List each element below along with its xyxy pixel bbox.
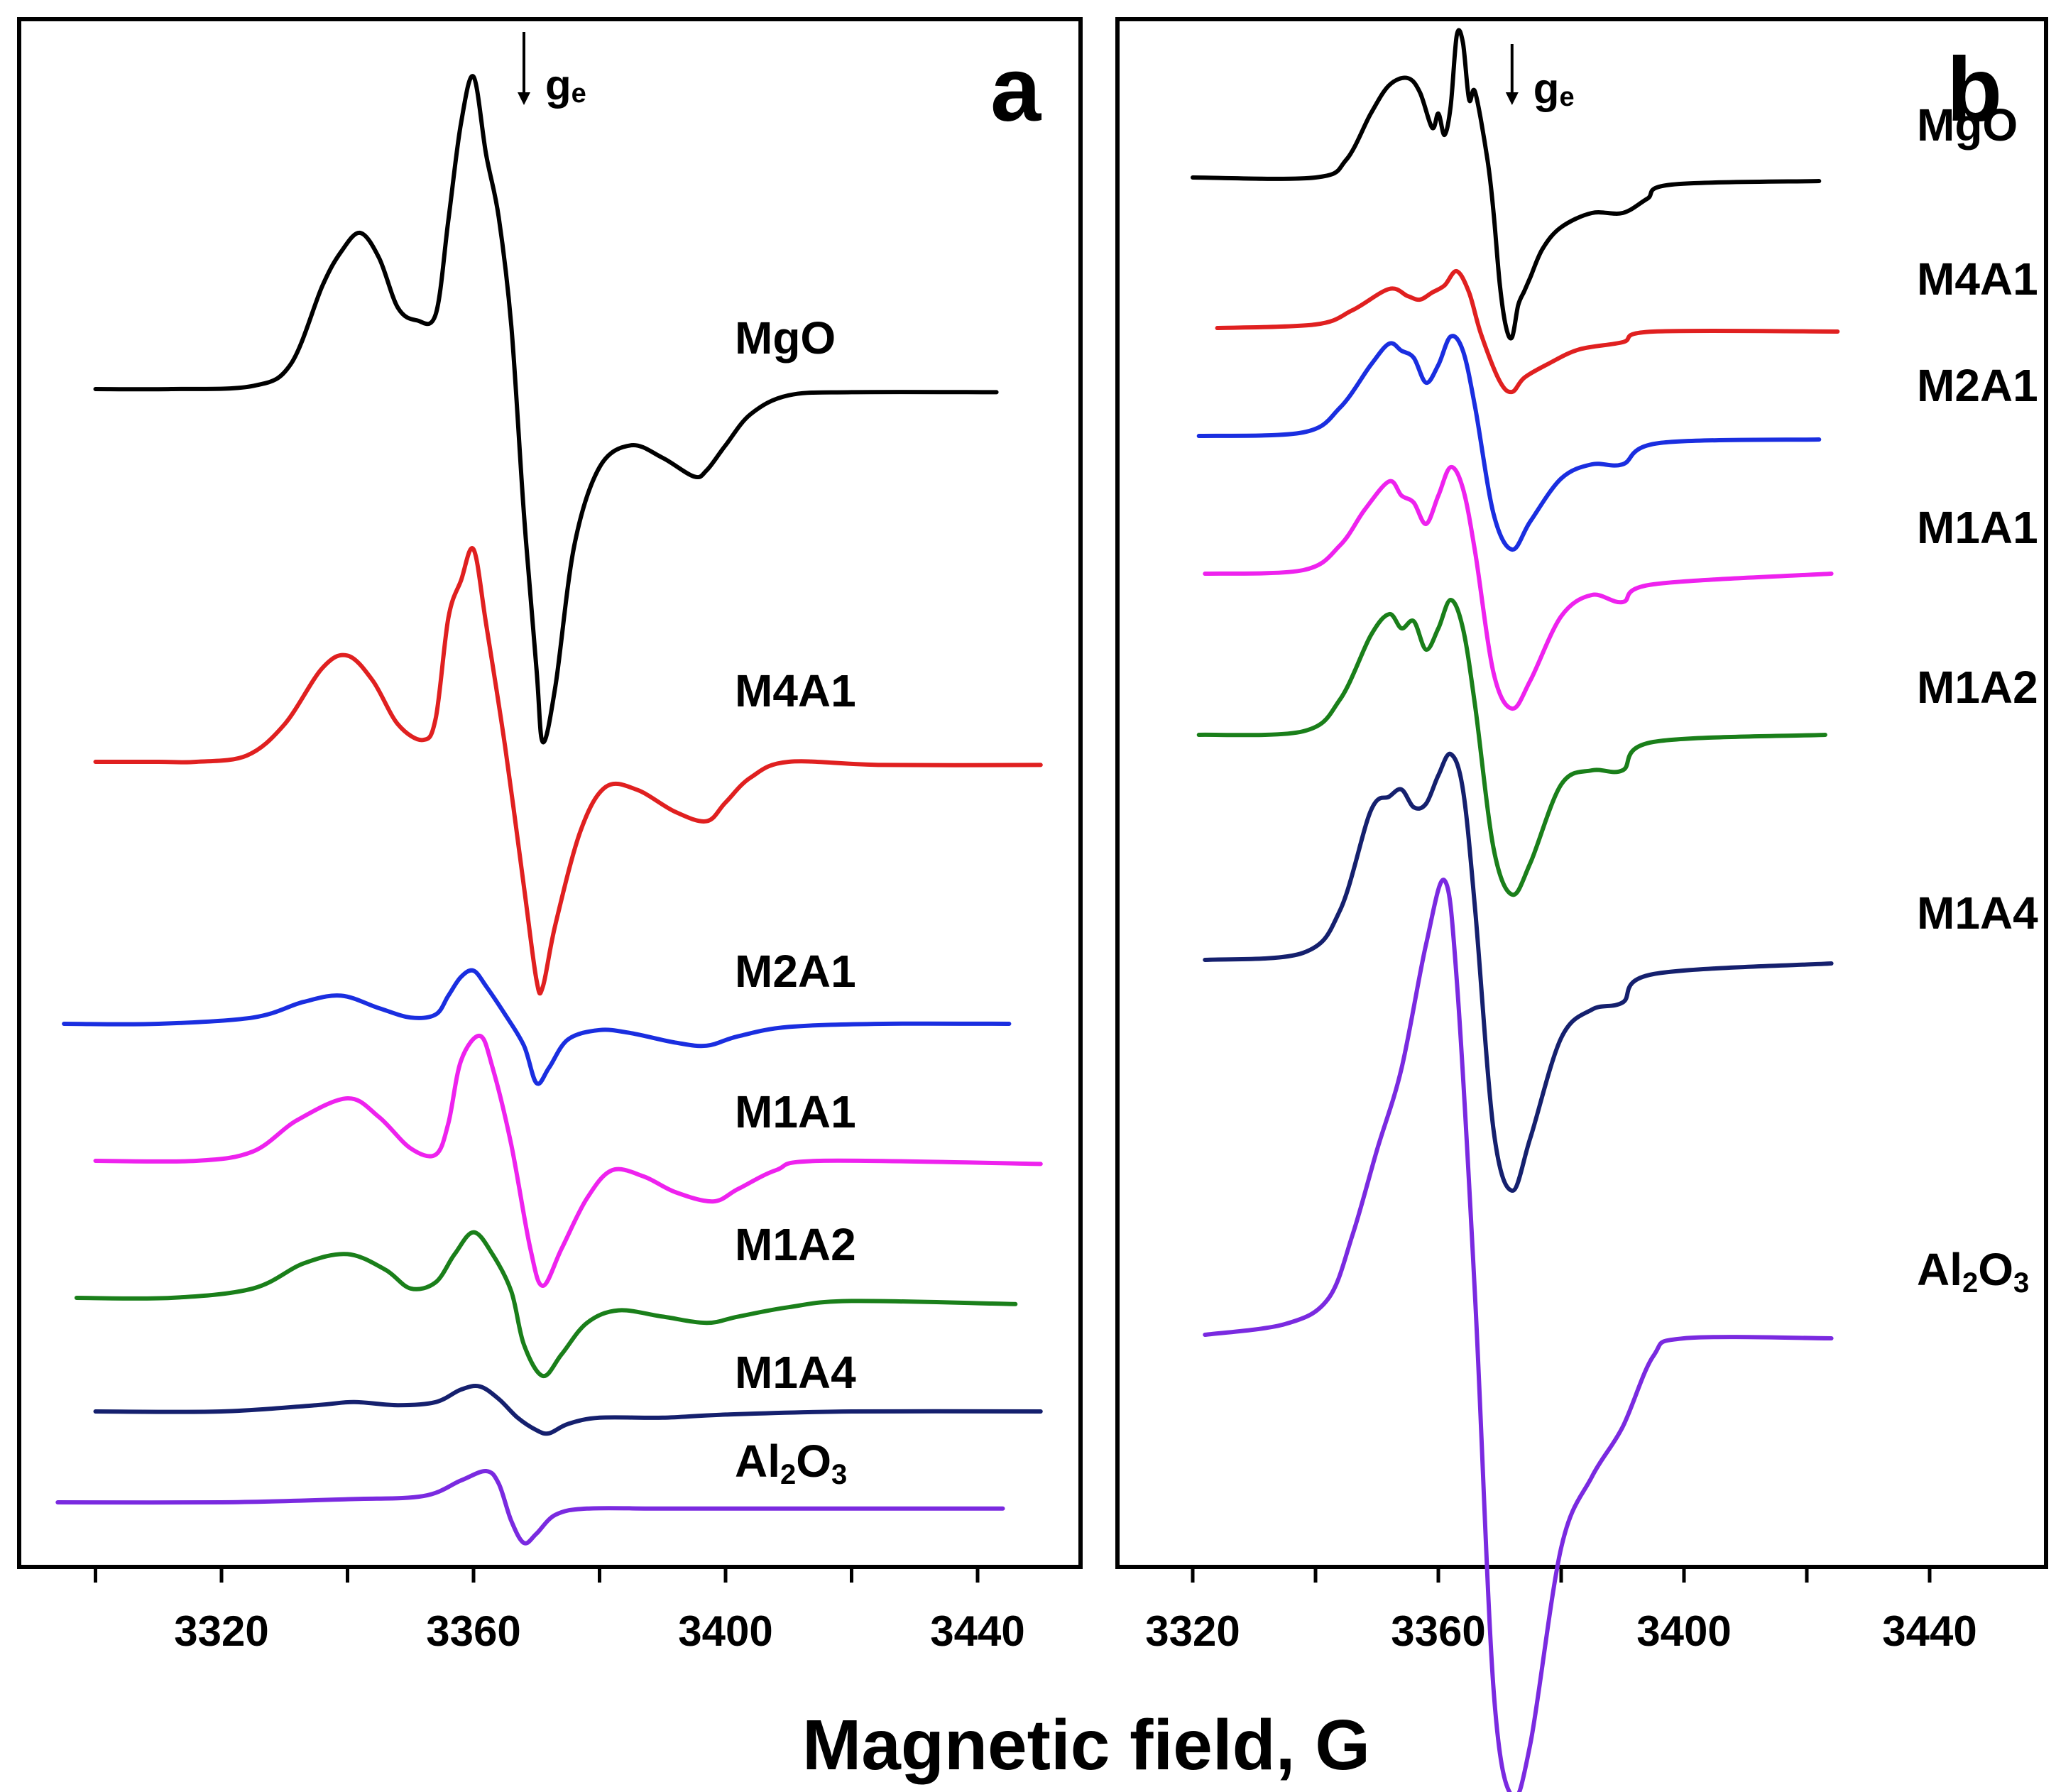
series-label-m4a1: M4A1	[1917, 253, 2038, 305]
panel-a-frame	[17, 17, 1083, 1569]
ge-arrow-head	[1505, 92, 1519, 105]
x-tick-label: 3440	[1882, 1607, 1976, 1655]
series-label-al2o3: Al2O3	[735, 1436, 847, 1490]
series-line-m1a4	[93, 1384, 1043, 1436]
series-label-al2o3: Al2O3	[1917, 1244, 2029, 1299]
ge-label: ge	[545, 61, 586, 109]
panel-b-ge-marker: ge	[1505, 44, 1575, 112]
panel-a: 3320 3360 3400 3440 MgO M4A1 M2A1 M1A1 M1A2 M1A4…	[17, 17, 1083, 1655]
series-line-m1a1	[93, 1034, 1043, 1288]
panel-a-curves	[55, 74, 1043, 1546]
series-line-m1a2	[1196, 598, 1827, 897]
series-label-m1a1: M1A1	[735, 1086, 856, 1137]
series-line-m4a1	[1215, 269, 1840, 395]
series-label-mgo: MgO	[735, 312, 836, 364]
series-label-m1a2: M1A2	[1917, 662, 2038, 713]
panel-b-x-ticks: 3320 3360 3400 3440	[1145, 1567, 1977, 1655]
x-tick-label: 3440	[930, 1607, 1024, 1655]
series-line-al2o3	[55, 1468, 1005, 1546]
series-label-m1a4: M1A4	[735, 1347, 856, 1398]
series-line-m1a2	[74, 1230, 1018, 1379]
x-tick-label: 3400	[1636, 1607, 1731, 1655]
panel-b: 3320 3360 3400 3440 MgO M4A1 M2A1 M1A1 M1A2 M1A4…	[1115, 17, 2048, 1792]
series-line-m4a1	[93, 546, 1043, 996]
series-label-m2a1: M2A1	[1917, 360, 2038, 411]
x-axis-label: Magnetic field, G	[802, 1705, 1370, 1785]
series-line-m1a1	[1203, 464, 1834, 711]
series-label-m2a1: M2A1	[735, 946, 856, 997]
ge-arrow-head	[518, 92, 530, 105]
x-tick-label: 3360	[426, 1607, 520, 1655]
ge-label: ge	[1533, 65, 1575, 112]
panel-b-curves	[1191, 28, 1840, 1792]
panel-a-ge-marker: ge	[518, 32, 586, 109]
panel-a-letter: a	[990, 39, 1041, 141]
series-line-al2o3	[1203, 878, 1834, 1792]
series-line-m2a1	[62, 968, 1012, 1086]
series-line-mgo	[1191, 28, 1822, 341]
panel-a-x-ticks: 3320 3360 3400 3440	[94, 1567, 1025, 1655]
series-line-m1a4	[1203, 751, 1834, 1193]
panel-b-series-labels: MgO M4A1 M2A1 M1A1 M1A2 M1A4 Al2O3	[1917, 99, 2038, 1299]
series-line-mgo	[93, 74, 999, 745]
x-tick-label: 3320	[1145, 1607, 1240, 1655]
x-tick-label: 3360	[1391, 1607, 1485, 1655]
x-tick-label: 3400	[678, 1607, 772, 1655]
panel-b-letter: b	[1947, 39, 2002, 141]
series-line-m2a1	[1196, 334, 1822, 552]
panel-a-series-labels: MgO M4A1 M2A1 M1A1 M1A2 M1A4 Al2O3	[735, 312, 856, 1490]
series-label-m4a1: M4A1	[735, 665, 856, 716]
x-tick-label: 3320	[174, 1607, 268, 1655]
series-label-m1a4: M1A4	[1917, 887, 2038, 939]
panel-b-frame	[1115, 17, 2048, 1569]
series-label-m1a1: M1A1	[1917, 502, 2038, 553]
series-label-m1a2: M1A2	[735, 1219, 856, 1270]
series-label-mgo: MgO	[1917, 99, 2018, 151]
